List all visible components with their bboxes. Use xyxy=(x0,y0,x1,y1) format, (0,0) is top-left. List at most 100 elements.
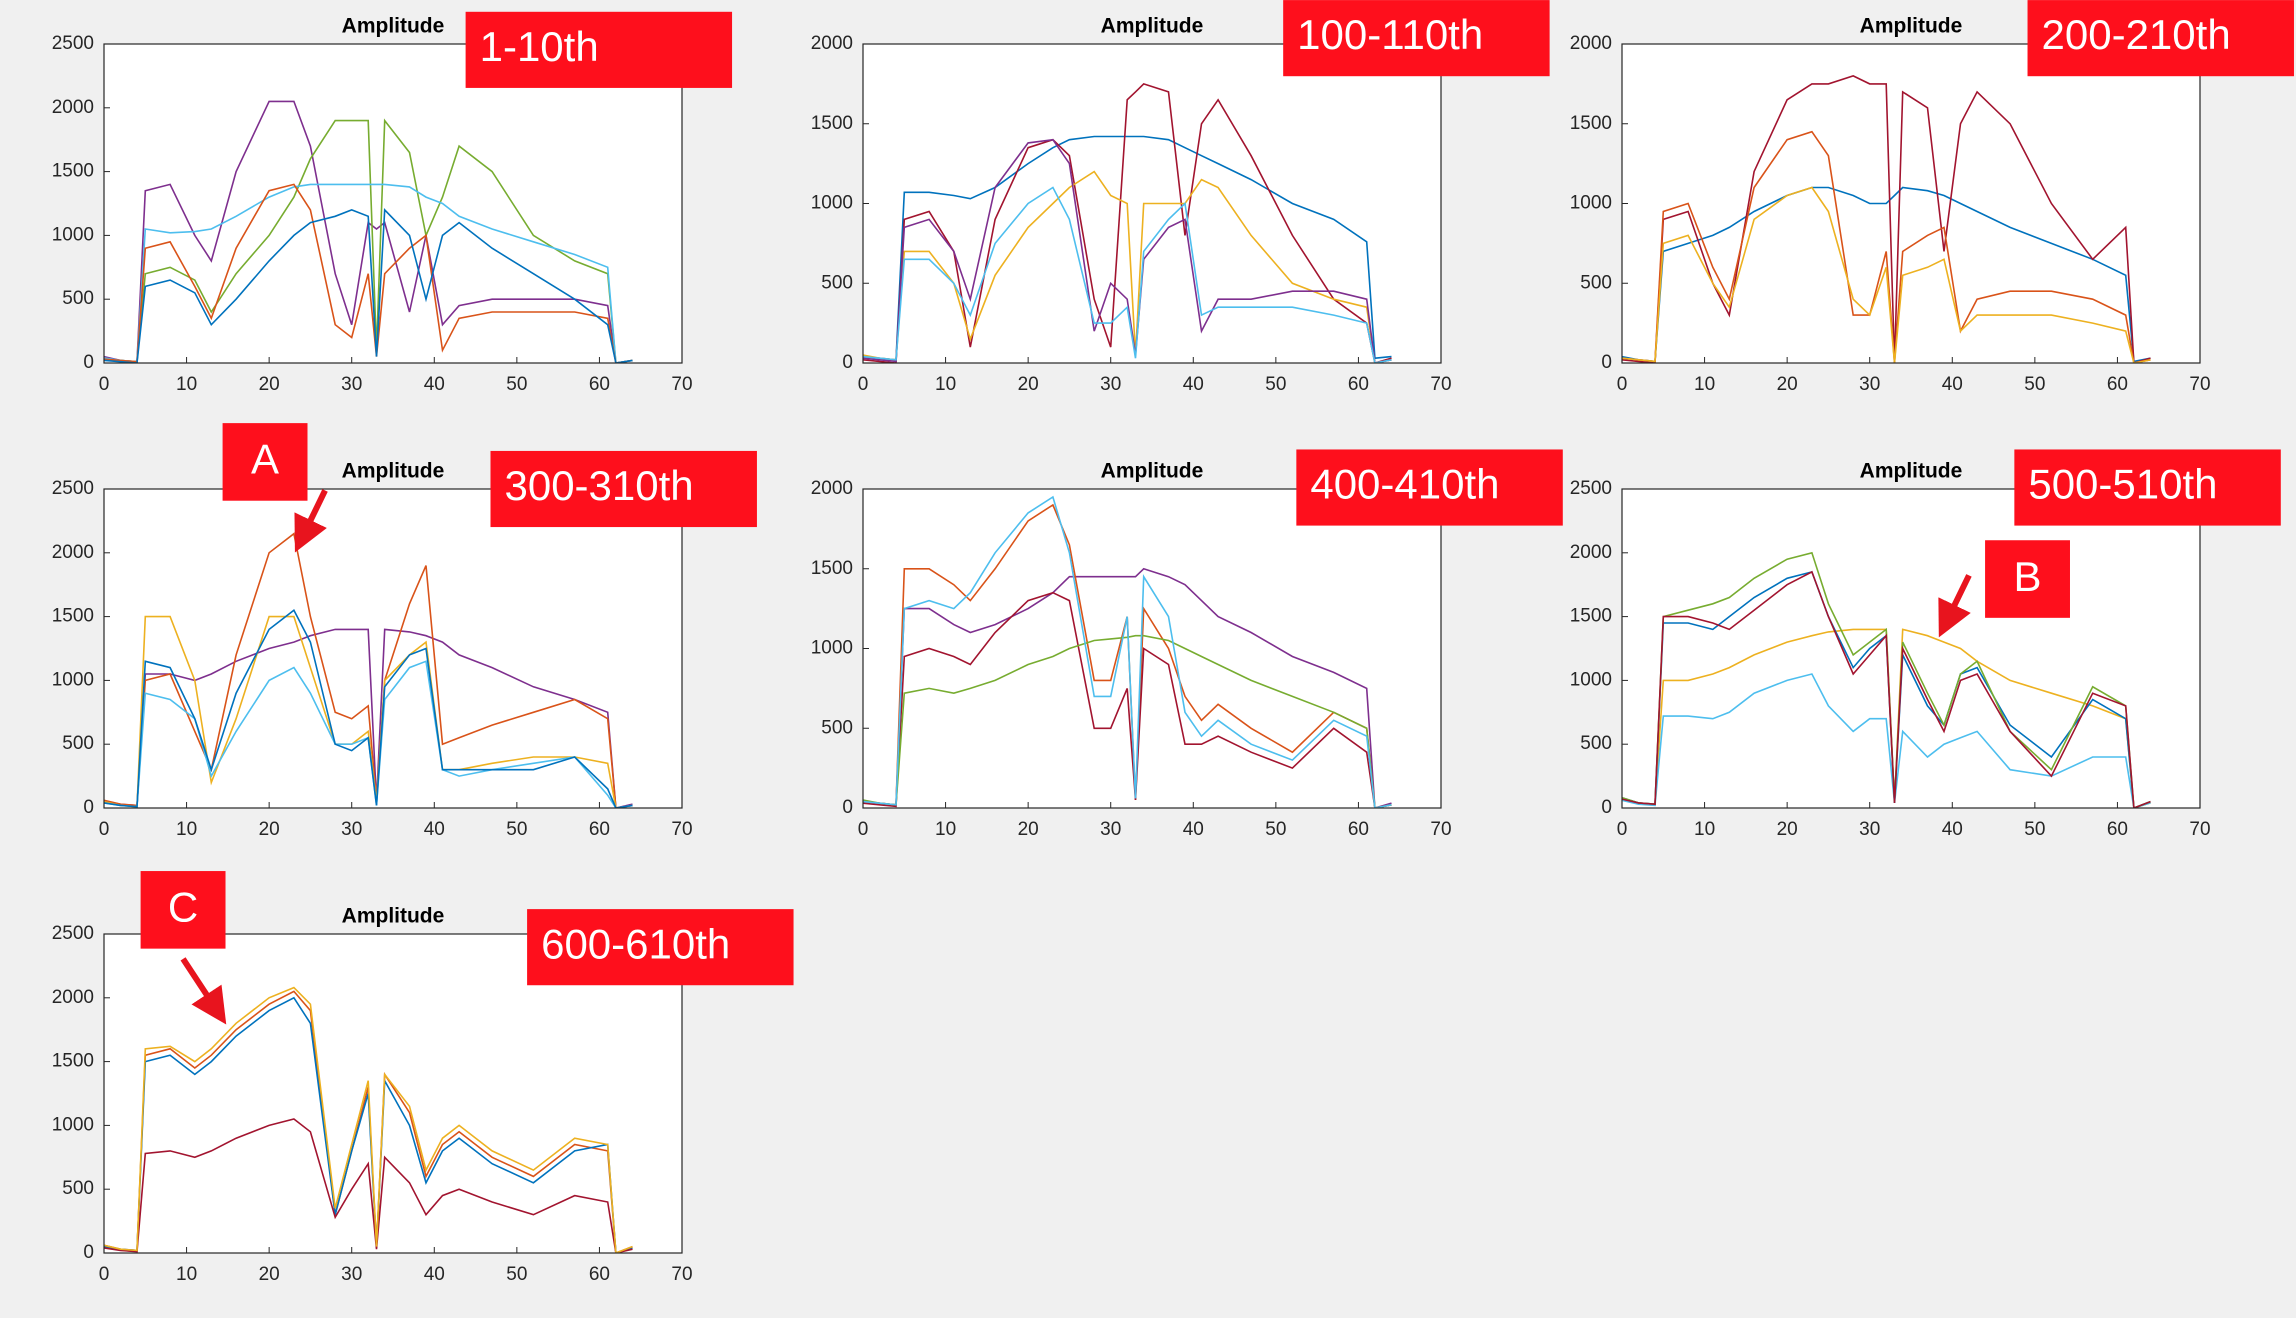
x-tick-label: 30 xyxy=(341,374,362,395)
annotation-box xyxy=(222,423,308,501)
axes-frame xyxy=(862,488,1442,809)
x-tick-label: 0 xyxy=(858,819,869,840)
x-tick-label: 20 xyxy=(259,819,280,840)
data-line xyxy=(104,1118,633,1253)
x-tick-label: 60 xyxy=(1348,819,1369,840)
y-tick-label: 0 xyxy=(83,352,94,373)
x-tick-label: 20 xyxy=(1777,374,1798,395)
y-tick-label: 2500 xyxy=(52,478,94,499)
range-label: 1-10th xyxy=(480,23,599,70)
range-label-box xyxy=(1283,0,1550,77)
axes-title: Amplitude xyxy=(342,905,445,928)
x-tick-label: 30 xyxy=(1100,374,1121,395)
x-tick-label: 50 xyxy=(1265,374,1286,395)
y-tick-label: 0 xyxy=(1601,797,1612,818)
annotation-arrow xyxy=(294,489,328,553)
data-line xyxy=(863,503,1392,808)
axes-frame xyxy=(103,488,683,809)
range-label-box xyxy=(1296,449,1563,526)
y-tick-label: 1500 xyxy=(1570,606,1612,627)
x-tick-label: 50 xyxy=(506,374,527,395)
x-tick-label: 40 xyxy=(1942,819,1963,840)
x-tick-label: 40 xyxy=(1183,374,1204,395)
y-tick-label: 1500 xyxy=(52,606,94,627)
x-tick-label: 20 xyxy=(1018,374,1039,395)
subplot: Amplitude 0 10 20 30 40 50 60 70 0 500 1000 1500 2000… xyxy=(811,0,1550,395)
y-tick-label: 2000 xyxy=(52,987,94,1008)
y-tick-label: 1000 xyxy=(811,638,853,659)
range-label-box xyxy=(2014,449,2281,526)
x-tick-label: 40 xyxy=(424,374,445,395)
y-tick-label: 2000 xyxy=(1570,542,1612,563)
data-line xyxy=(104,183,633,363)
y-tick-label: 2000 xyxy=(52,542,94,563)
data-line xyxy=(104,615,633,808)
x-tick-label: 50 xyxy=(1265,819,1286,840)
axes-title: Amplitude xyxy=(1860,15,1963,38)
data-line xyxy=(863,135,1392,361)
data-line xyxy=(1622,551,2151,808)
y-tick-label: 500 xyxy=(62,1178,94,1199)
x-tick-label: 40 xyxy=(1183,819,1204,840)
data-line xyxy=(863,170,1392,363)
x-tick-label: 10 xyxy=(1694,819,1715,840)
axes-title: Amplitude xyxy=(1101,15,1204,38)
x-tick-label: 70 xyxy=(671,1264,692,1285)
x-tick-label: 0 xyxy=(1617,819,1628,840)
axes-title: Amplitude xyxy=(1101,460,1204,483)
data-line xyxy=(863,82,1392,363)
axes-frame xyxy=(1621,488,2201,809)
data-line xyxy=(104,183,633,363)
x-tick-label: 40 xyxy=(1942,374,1963,395)
y-tick-label: 1000 xyxy=(811,193,853,214)
axes-background xyxy=(104,44,682,363)
y-tick-label: 1000 xyxy=(52,224,94,245)
axes-background xyxy=(863,489,1441,808)
y-tick-label: 0 xyxy=(842,797,853,818)
data-line xyxy=(1622,570,2151,808)
x-tick-label: 30 xyxy=(341,1264,362,1285)
axes-frame xyxy=(862,43,1442,364)
data-line xyxy=(863,634,1392,808)
x-tick-label: 0 xyxy=(1617,374,1628,395)
annotation-label: C xyxy=(168,884,198,931)
data-line xyxy=(104,986,633,1253)
x-tick-label: 20 xyxy=(1018,819,1039,840)
y-tick-label: 2500 xyxy=(1570,478,1612,499)
y-tick-label: 2000 xyxy=(811,478,853,499)
range-label: 400-410th xyxy=(1310,461,1499,508)
axes-title: Amplitude xyxy=(342,15,445,38)
range-label-box xyxy=(2027,0,2294,77)
x-tick-label: 70 xyxy=(1430,374,1451,395)
data-line xyxy=(1622,570,2151,808)
annotation-arrow xyxy=(1938,574,1972,638)
y-tick-label: 2500 xyxy=(52,923,94,944)
data-line xyxy=(1622,75,2151,363)
x-tick-label: 10 xyxy=(935,374,956,395)
y-tick-label: 2000 xyxy=(52,97,94,118)
y-tick-label: 1500 xyxy=(52,1051,94,1072)
y-tick-label: 1500 xyxy=(1570,113,1612,134)
x-tick-label: 20 xyxy=(1777,819,1798,840)
x-tick-label: 60 xyxy=(1348,374,1369,395)
axes-frame xyxy=(1621,43,2201,364)
data-line xyxy=(863,495,1392,808)
data-line xyxy=(104,118,633,363)
axes-frame xyxy=(103,933,683,1254)
y-tick-label: 2000 xyxy=(811,33,853,54)
y-tick-label: 500 xyxy=(1580,733,1612,754)
axes-background xyxy=(1622,489,2200,808)
axes-background xyxy=(104,489,682,808)
x-tick-label: 30 xyxy=(1859,819,1880,840)
y-tick-label: 1000 xyxy=(52,1114,94,1135)
data-line xyxy=(104,660,633,808)
annotation-box xyxy=(1985,540,2070,618)
x-tick-label: 10 xyxy=(176,1264,197,1285)
x-tick-label: 10 xyxy=(935,819,956,840)
x-tick-label: 50 xyxy=(2024,819,2045,840)
y-tick-label: 500 xyxy=(821,272,853,293)
x-tick-label: 30 xyxy=(1100,819,1121,840)
x-tick-label: 70 xyxy=(1430,819,1451,840)
